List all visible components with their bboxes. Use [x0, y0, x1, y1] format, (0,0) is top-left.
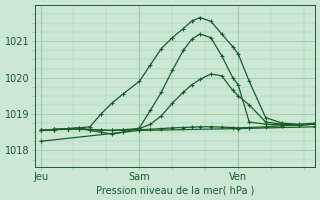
X-axis label: Pression niveau de la mer( hPa ): Pression niveau de la mer( hPa ) — [96, 185, 254, 195]
